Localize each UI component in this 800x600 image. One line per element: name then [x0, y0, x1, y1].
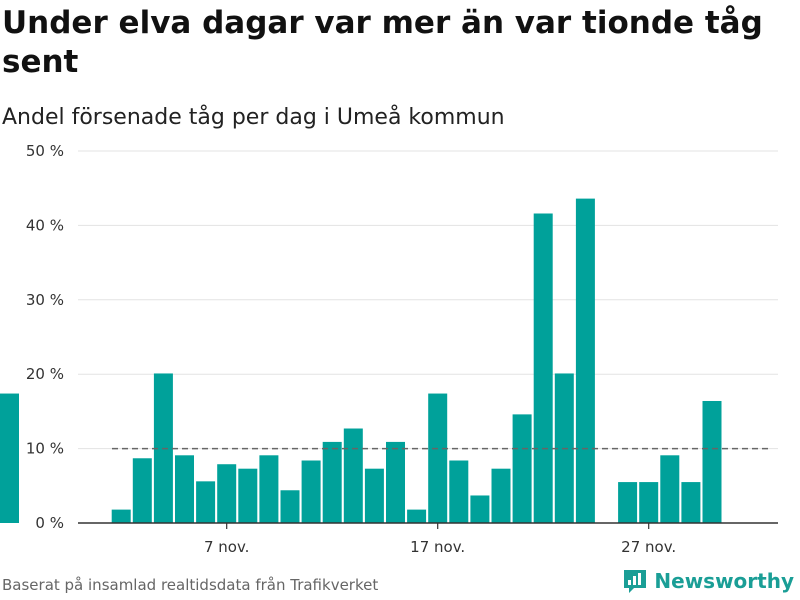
bar-chart: 0 % 10 % 20 % 30 % 40 % 50 % 7 nov. 17 nov. 27 …: [0, 142, 778, 556]
y-axis-ticks: 0 % 10 % 20 % 30 % 40 % 50 %: [26, 142, 64, 532]
y-tick-label: 50 %: [26, 142, 64, 160]
x-tick-label: 17 nov.: [410, 538, 465, 556]
bar: [301, 460, 321, 523]
brand-logo[interactable]: Newsworthy: [622, 568, 794, 594]
bar: [238, 468, 258, 523]
bar: [470, 495, 490, 523]
bar: [386, 441, 405, 523]
bars: [0, 198, 722, 523]
y-tick-label: 40 %: [26, 216, 64, 234]
bar: [428, 393, 448, 523]
x-tick-label: 7 nov.: [204, 538, 249, 556]
y-tick-label: 10 %: [26, 440, 64, 458]
bar: [660, 455, 680, 523]
x-tick-label: 27 nov.: [621, 538, 676, 556]
bar: [407, 509, 427, 523]
bar: [491, 468, 511, 523]
bar: [322, 441, 342, 523]
bar: [449, 460, 469, 523]
gridlines: [78, 150, 778, 450]
bar: [639, 482, 659, 523]
bar: [343, 428, 363, 523]
bar: [0, 393, 19, 523]
chart-title: Under elva dagar var mer än var tionde t…: [2, 5, 763, 80]
bar: [280, 490, 300, 523]
brand-name: Newsworthy: [654, 569, 794, 593]
bar-chart-logo-icon: [624, 570, 647, 593]
bar: [512, 414, 532, 523]
bar: [702, 400, 722, 523]
bar: [575, 198, 595, 523]
bar: [259, 455, 279, 523]
y-tick-label: 30 %: [26, 291, 64, 309]
bar: [196, 481, 216, 523]
bar: [533, 213, 553, 523]
source-note: Baserat på insamlad realtidsdata från Tr…: [2, 576, 379, 594]
bar: [175, 455, 194, 523]
y-tick-label: 20 %: [26, 365, 64, 383]
bar: [132, 458, 152, 523]
bar: [618, 482, 638, 523]
x-axis: 7 nov. 17 nov. 27 nov.: [78, 522, 778, 556]
bar: [681, 482, 701, 523]
bar: [217, 464, 237, 523]
bar: [111, 509, 131, 523]
y-tick-label: 0 %: [35, 514, 64, 532]
bar: [364, 468, 384, 523]
chart-subtitle: Andel försenade tåg per dag i Umeå kommu…: [2, 105, 505, 130]
